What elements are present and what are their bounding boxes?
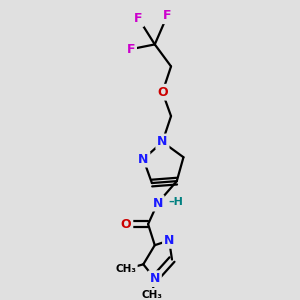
Text: F: F <box>134 12 143 25</box>
Text: N: N <box>152 196 163 210</box>
Text: N: N <box>157 135 168 148</box>
Text: N: N <box>150 272 160 285</box>
Text: N: N <box>138 153 148 166</box>
Text: O: O <box>121 218 131 231</box>
Text: N: N <box>164 234 174 247</box>
Text: F: F <box>163 9 172 22</box>
Text: F: F <box>127 43 135 56</box>
Text: –H: –H <box>168 197 183 207</box>
Text: CH₃: CH₃ <box>141 290 162 300</box>
Text: CH₃: CH₃ <box>116 264 136 274</box>
Text: O: O <box>157 86 168 99</box>
